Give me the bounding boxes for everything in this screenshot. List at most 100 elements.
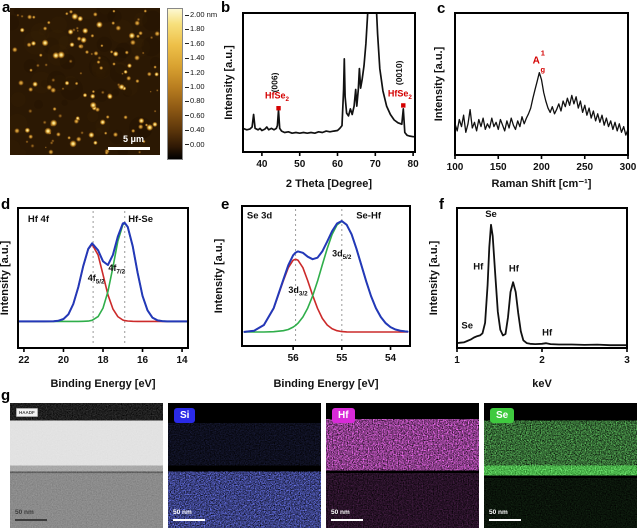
colorbar-label: 0.80 bbox=[185, 97, 205, 105]
panel-f-label: f bbox=[439, 196, 444, 213]
colorbar-tick bbox=[185, 72, 189, 74]
svg-text:Hf: Hf bbox=[473, 262, 484, 273]
colorbar-label: 1.60 bbox=[185, 39, 205, 48]
svg-text:50: 50 bbox=[294, 159, 306, 170]
colorbar-tick bbox=[185, 100, 189, 102]
map-scale-label-si: 50 nm bbox=[173, 509, 192, 516]
colorbar-label: 2.00 nm bbox=[185, 11, 217, 19]
eds-map-haadf: HAADF 50 nm bbox=[10, 403, 163, 528]
colorbar-label: 1.40 bbox=[185, 54, 205, 62]
afm-image: 5 μm bbox=[10, 8, 160, 155]
colorbar-label: 1.00 bbox=[185, 83, 205, 91]
eds-map-si: Si 50 nm bbox=[168, 403, 321, 528]
svg-text:Se: Se bbox=[461, 320, 473, 331]
svg-text:Binding Energy [eV]: Binding Energy [eV] bbox=[50, 378, 155, 390]
colorbar-tick bbox=[185, 43, 189, 45]
eds-map-hf: Hf 50 nm bbox=[326, 403, 479, 528]
colorbar-tick bbox=[185, 86, 189, 88]
svg-text:22: 22 bbox=[18, 355, 30, 366]
svg-text:20: 20 bbox=[58, 355, 70, 366]
map-image-si bbox=[168, 403, 321, 528]
se3d-plot: 56 55 54 Binding Energy [eV] Intensity [a.u.… bbox=[213, 205, 411, 390]
panel-e-label: e bbox=[221, 196, 230, 213]
afm-topography bbox=[10, 8, 160, 155]
colorbar-label: 1.20 bbox=[185, 68, 205, 77]
afm-colorbar bbox=[167, 8, 183, 160]
eds-map-se: Se 50 nm bbox=[484, 403, 637, 528]
svg-text:HfSe2: HfSe2 bbox=[265, 91, 290, 104]
panel-d-label: d bbox=[1, 196, 11, 213]
map-image-haadf bbox=[10, 403, 163, 528]
svg-text:Intensity [a.u.]: Intensity [a.u.] bbox=[223, 45, 235, 120]
svg-text:55: 55 bbox=[336, 353, 348, 364]
svg-text:60: 60 bbox=[332, 159, 344, 170]
svg-text:Binding Energy [eV]: Binding Energy [eV] bbox=[273, 378, 378, 390]
svg-text:Intensity [a.u.]: Intensity [a.u.] bbox=[433, 46, 445, 121]
afm-scale-bar bbox=[108, 147, 150, 150]
afm-colorbar-labels: 2.00 nm 1.80 1.60 1.40 1.20 1.00 0.80 0.60 0.40 0… bbox=[185, 8, 232, 158]
svg-text:56: 56 bbox=[288, 353, 300, 364]
svg-text:(0010): (0010) bbox=[394, 60, 404, 85]
svg-text:HfSe2: HfSe2 bbox=[388, 88, 413, 101]
svg-text:Raman Shift [cm⁻¹]: Raman Shift [cm⁻¹] bbox=[492, 178, 592, 190]
svg-text:250: 250 bbox=[576, 162, 593, 173]
map-image-hf bbox=[326, 403, 479, 528]
svg-text:80: 80 bbox=[408, 159, 420, 170]
svg-text:150: 150 bbox=[490, 162, 507, 173]
panel-a-label: a bbox=[2, 0, 11, 16]
svg-text:70: 70 bbox=[370, 159, 382, 170]
svg-text:3: 3 bbox=[624, 355, 630, 366]
colorbar-label: 1.80 bbox=[185, 25, 205, 33]
panel-g-label: g bbox=[1, 387, 11, 404]
map-label-se: Se bbox=[490, 408, 515, 423]
svg-text:keV: keV bbox=[532, 378, 552, 390]
raman-chart: 100 150 200 250 300 Raman Shift [cm⁻¹] Intensi… bbox=[432, 0, 639, 197]
svg-text:54: 54 bbox=[385, 353, 397, 364]
svg-text:Hf: Hf bbox=[542, 327, 553, 338]
svg-text:Se 3d: Se 3d bbox=[247, 211, 273, 222]
map-scale-label-hf: 50 nm bbox=[331, 509, 350, 516]
hf4f-plot: 22 20 18 16 14 Binding Energy [eV] Intensity [… bbox=[0, 207, 189, 390]
svg-text:16: 16 bbox=[137, 355, 149, 366]
svg-text:2 Theta [Degree]: 2 Theta [Degree] bbox=[286, 178, 373, 190]
svg-text:100: 100 bbox=[447, 162, 464, 173]
xrd-plot: 40 50 60 70 80 2 Theta [Degree] Intensity [a.u… bbox=[223, 12, 420, 190]
svg-text:Hf-Se: Hf-Se bbox=[128, 214, 153, 225]
map-scale-bar-se bbox=[489, 519, 521, 521]
svg-text:Se: Se bbox=[485, 209, 497, 220]
map-label-hf: Hf bbox=[332, 408, 355, 423]
map-label-haadf: HAADF bbox=[16, 408, 38, 417]
svg-text:Hf 4f: Hf 4f bbox=[28, 214, 50, 225]
svg-text:g: g bbox=[541, 65, 546, 74]
svg-text:A: A bbox=[533, 55, 540, 66]
colorbar-label: 0.00 bbox=[185, 140, 205, 149]
map-scale-bar-haadf bbox=[15, 519, 47, 521]
xps-hf4f-chart: 22 20 18 16 14 Binding Energy [eV] Intensity [… bbox=[0, 196, 210, 397]
colorbar-label: 0.40 bbox=[185, 126, 205, 134]
svg-text:Hf: Hf bbox=[509, 264, 520, 275]
svg-text:300: 300 bbox=[620, 162, 637, 173]
edx-plot: 1 2 3 keV Intensity [a.u.] Se Hf Hf Se Hf bbox=[428, 207, 630, 390]
svg-text:Intensity [a.u.]: Intensity [a.u.] bbox=[213, 238, 225, 313]
colorbar-tick bbox=[185, 129, 189, 131]
map-label-si: Si bbox=[174, 408, 196, 423]
svg-text:200: 200 bbox=[533, 162, 550, 173]
svg-text:18: 18 bbox=[97, 355, 109, 366]
colorbar-tick bbox=[185, 28, 189, 30]
svg-text:3d3/2: 3d3/2 bbox=[288, 285, 308, 298]
svg-text:14: 14 bbox=[177, 355, 189, 366]
svg-text:40: 40 bbox=[256, 159, 268, 170]
colorbar-tick bbox=[185, 144, 189, 146]
svg-text:3d5/2: 3d5/2 bbox=[332, 248, 352, 261]
panel-c-label: c bbox=[437, 0, 446, 17]
colorbar-tick bbox=[185, 14, 189, 16]
map-scale-bar-si bbox=[173, 519, 205, 521]
map-scale-label-se: 50 nm bbox=[489, 509, 508, 516]
svg-text:1: 1 bbox=[541, 49, 545, 58]
afm-scale-label: 5 μm bbox=[123, 134, 145, 144]
colorbar-tick bbox=[185, 57, 189, 59]
xps-se3d-chart: 56 55 54 Binding Energy [eV] Intensity [a.u.… bbox=[210, 196, 422, 397]
edx-chart: 1 2 3 keV Intensity [a.u.] Se Hf Hf Se Hf bbox=[425, 196, 639, 397]
raman-plot: 100 150 200 250 300 Raman Shift [cm⁻¹] Intensi… bbox=[433, 12, 637, 190]
